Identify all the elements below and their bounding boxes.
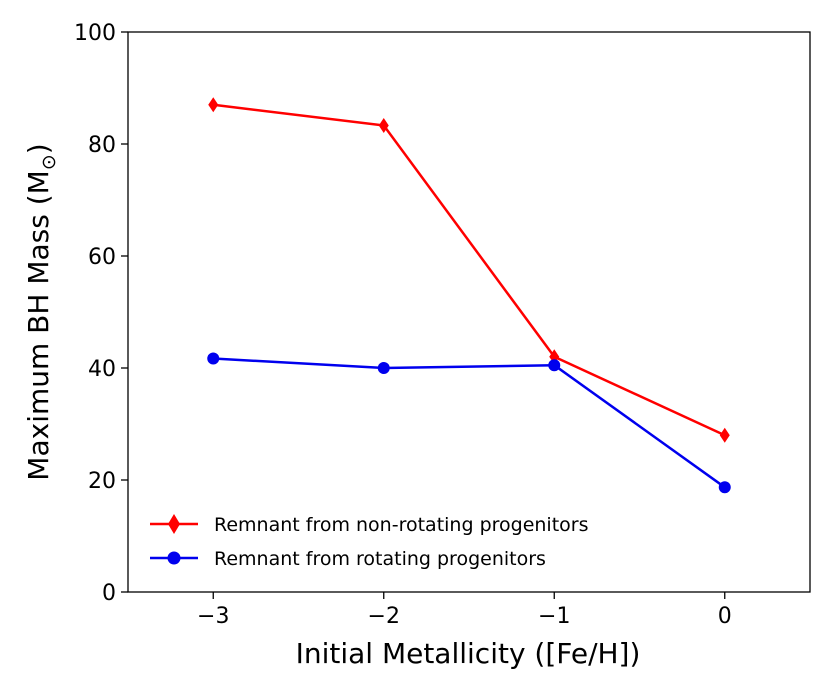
x-tick-label: −3: [197, 604, 229, 629]
x-axis-label: Initial Metallicity ([Fe/H]): [296, 637, 641, 670]
data-point-rotating: [718, 481, 731, 494]
data-point-non-rotating: [208, 97, 219, 113]
x-tick-label: 0: [718, 604, 732, 629]
plot-frame: [127, 31, 811, 593]
series-line-non-rotating: [213, 103, 726, 437]
y-axis-label-close: ): [22, 143, 55, 154]
series-line-rotating: [213, 357, 726, 489]
y-tick-label: 40: [88, 357, 116, 382]
y-axis-label: Maximum BH Mass (M⊙): [22, 143, 60, 480]
data-point-non-rotating: [719, 427, 730, 443]
x-tick-label: −1: [538, 604, 570, 629]
data-point-rotating: [377, 362, 390, 374]
series-layer: [207, 97, 731, 494]
y-tick-label: 60: [88, 245, 116, 270]
y-axis-label-main: Maximum BH Mass (M: [22, 170, 55, 481]
legend-label-non-rotating: Remnant from non-rotating progenitors: [214, 514, 589, 536]
legend-marker-diamond: [168, 514, 180, 534]
data-point-rotating: [207, 352, 220, 365]
data-point-non-rotating: [378, 118, 389, 134]
y-tick-label: 20: [88, 469, 116, 494]
data-point-rotating: [548, 359, 561, 372]
legend-entry-rotating: Remnant from rotating progenitors: [150, 548, 546, 570]
y-axis-label-sun-symbol: ⊙: [38, 154, 60, 170]
x-tick-label: −2: [368, 604, 400, 629]
y-tick-label: 0: [102, 581, 116, 606]
y-tick-label: 100: [74, 21, 116, 46]
legend-entry-non-rotating: Remnant from non-rotating progenitors: [150, 514, 589, 536]
legend: Remnant from non-rotating progenitors Re…: [150, 514, 589, 570]
legend-marker-circle: [167, 551, 181, 565]
legend-label-rotating: Remnant from rotating progenitors: [214, 548, 546, 570]
y-tick-label: 80: [88, 133, 116, 158]
ticks-layer: −3 −2 −1 0 0 20 40 60 80 100: [74, 21, 732, 629]
